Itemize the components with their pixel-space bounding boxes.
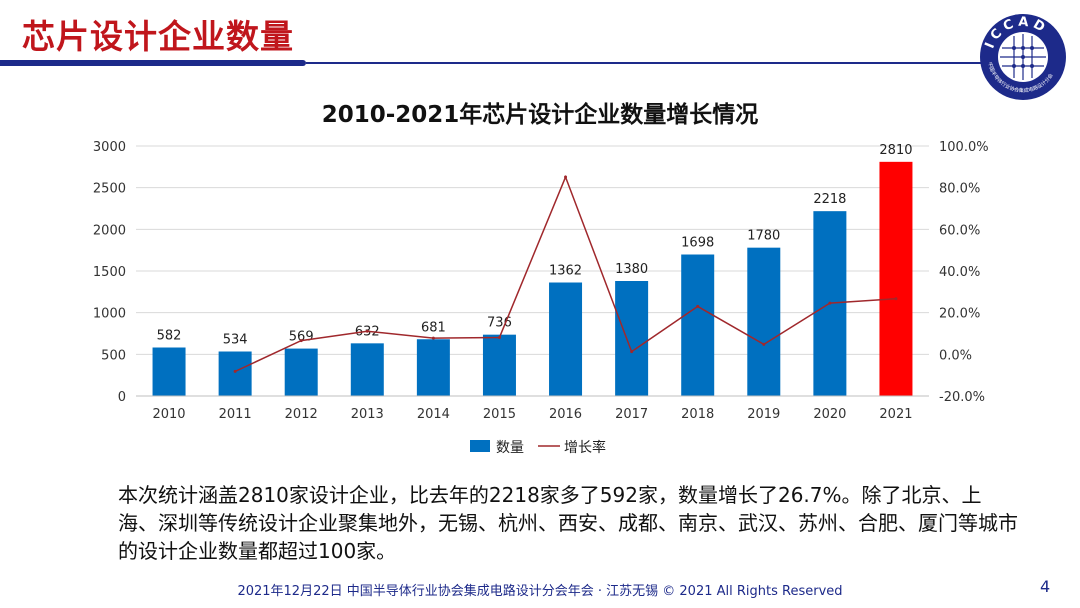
legend-label-bars: 数量 xyxy=(496,440,524,456)
page-title: 芯片设计企业数量 xyxy=(22,17,294,56)
left-axis-tick: 500 xyxy=(101,348,126,363)
growth-rate-point xyxy=(233,369,237,373)
left-axis-tick: 2000 xyxy=(93,223,126,238)
bar-data-label: 1698 xyxy=(681,236,714,251)
x-axis-tick: 2014 xyxy=(417,407,450,422)
bar-2017 xyxy=(615,281,649,396)
x-axis-tick: 2011 xyxy=(219,407,252,422)
bar-data-label: 2810 xyxy=(879,143,912,158)
bar-2011 xyxy=(218,351,252,396)
x-axis-tick: 2012 xyxy=(285,407,318,422)
bar-2019 xyxy=(747,247,781,396)
x-axis-tick: 2016 xyxy=(549,407,582,422)
right-axis-tick: 60.0% xyxy=(939,223,980,238)
right-axis-tick: -20.0% xyxy=(939,390,985,405)
right-axis-tick: 80.0% xyxy=(939,182,980,197)
bar-2015 xyxy=(482,334,516,396)
growth-rate-point xyxy=(630,350,634,354)
bar-data-label: 736 xyxy=(487,316,512,331)
bar-data-label: 1362 xyxy=(549,264,582,279)
bar-2014 xyxy=(416,339,450,396)
bar-data-label: 582 xyxy=(157,329,182,344)
bar-2012 xyxy=(284,348,318,396)
growth-rate-point xyxy=(762,342,766,346)
title-underline xyxy=(0,60,306,66)
left-axis-tick: 0 xyxy=(118,390,126,405)
left-axis-tick: 3000 xyxy=(93,140,126,155)
bar-data-label: 681 xyxy=(421,320,446,335)
right-axis-tick: 0.0% xyxy=(939,348,972,363)
right-axis-tick: 40.0% xyxy=(939,265,980,280)
x-axis-tick: 2013 xyxy=(351,407,384,422)
growth-rate-point xyxy=(564,175,568,179)
header-divider xyxy=(306,62,986,64)
page-number: 4 xyxy=(1040,577,1051,596)
growth-rate-point xyxy=(299,339,303,343)
growth-rate-point xyxy=(828,301,832,305)
bar-data-label: 2218 xyxy=(813,192,846,207)
bar-2016 xyxy=(549,282,583,396)
x-axis-tick: 2021 xyxy=(879,407,912,422)
summary-paragraph: 本次统计涵盖2810家设计企业，比去年的2218家多了592家，数量增长了26.… xyxy=(118,483,1018,563)
left-axis-tick: 1000 xyxy=(93,307,126,322)
bar-2021 xyxy=(879,161,913,396)
x-axis-tick: 2010 xyxy=(152,407,185,422)
bar-2010 xyxy=(152,347,186,396)
x-axis-tick: 2015 xyxy=(483,407,516,422)
left-axis-tick: 2500 xyxy=(93,182,126,197)
legend-label-line: 增长率 xyxy=(564,439,606,456)
footer-text: 2021年12月22日 中国半导体行业协会集成电路设计分会年会 · 江苏无锡 ©… xyxy=(237,584,843,599)
growth-rate-point xyxy=(365,329,369,333)
x-axis-tick: 2020 xyxy=(813,407,846,422)
right-axis-tick: 20.0% xyxy=(939,307,980,322)
combo-chart: 0 -20.0% 500 0.0% 1000 20.0% 1500 40.0% 2000 60.0… xyxy=(93,140,989,456)
bar-2018 xyxy=(681,254,715,396)
x-axis-tick: 2017 xyxy=(615,407,648,422)
growth-rate-point xyxy=(497,335,501,339)
bar-data-label: 1380 xyxy=(615,262,648,277)
chart-title: 2010-2021年芯片设计企业数量增长情况 xyxy=(321,102,759,128)
bar-data-label: 534 xyxy=(223,333,248,348)
x-axis-tick: 2019 xyxy=(747,407,780,422)
growth-rate-point xyxy=(894,297,898,301)
growth-rate-point xyxy=(431,336,435,340)
iccad-logo: ICCAD 中国半导体行业协会集成电路设计分会 xyxy=(980,14,1066,100)
x-axis-tick: 2018 xyxy=(681,407,714,422)
bar-2013 xyxy=(350,343,384,396)
legend-swatch-bars xyxy=(470,440,490,452)
right-axis-tick: 100.0% xyxy=(939,140,989,155)
bar-data-label: 1780 xyxy=(747,229,780,244)
growth-rate-point xyxy=(696,304,700,308)
bar-data-label: 569 xyxy=(289,330,314,345)
left-axis-tick: 1500 xyxy=(93,265,126,280)
